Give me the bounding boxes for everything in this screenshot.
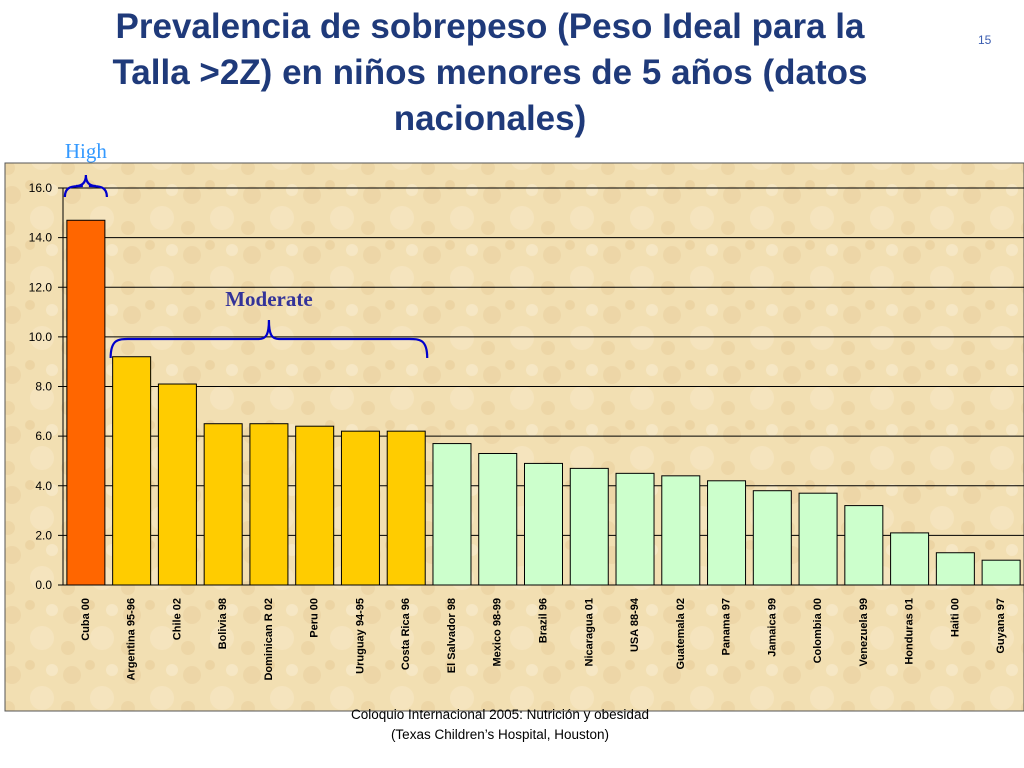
y-tick-label: 16.0 <box>29 181 53 195</box>
x-category-label: Argentina 95-96 <box>126 598 138 681</box>
slide-title: Prevalencia de sobrepeso (Peso Ideal par… <box>20 4 960 142</box>
annotation-label-moderate: Moderate <box>225 287 312 311</box>
bar-low <box>981 559 1021 586</box>
bar-low <box>798 492 838 586</box>
y-tick-labels: 0.0 2.0 4.0 6.0 8.0 10.0 12.0 14.0 16.0 <box>29 181 53 592</box>
title-line-3: nacionales) <box>393 99 587 138</box>
x-category-labels: Cuba 00 Argentina 95-96 Chile 02 Bolivia 98… <box>80 597 1007 680</box>
annotation-brace-high <box>63 174 108 198</box>
y-tick-label: 4.0 <box>35 479 52 493</box>
bar-low <box>707 480 747 586</box>
x-category-label: Venezuela 99 <box>858 598 870 667</box>
bar-low <box>615 472 655 586</box>
x-category-label: Guyana 97 <box>995 598 1007 654</box>
bar-low <box>524 462 563 586</box>
x-category-label: Nicaragua 01 <box>583 598 595 666</box>
y-tick-label: 10.0 <box>29 330 53 344</box>
bar-moderate <box>295 425 335 586</box>
x-category-label: Costa Rica 96 <box>400 598 412 670</box>
x-category-label: Panama 97 <box>721 598 733 655</box>
y-tick-label: 6.0 <box>35 429 52 443</box>
x-category-label: Jamaica 99 <box>766 598 778 657</box>
x-category-label: Uruguay 94-95 <box>354 598 366 674</box>
annotation-label-high: High <box>65 139 108 163</box>
chart-frame <box>4 162 1024 712</box>
bar-low <box>935 552 975 586</box>
bar-moderate <box>249 423 289 586</box>
y-tick-label: 0.0 <box>35 578 52 592</box>
x-category-label: Brazil 96 <box>538 598 550 643</box>
y-tick-label: 14.0 <box>29 231 53 245</box>
x-category-label: Cuba 00 <box>80 598 92 641</box>
axes <box>58 187 1024 586</box>
x-category-label: Bolivia 98 <box>217 598 229 649</box>
x-category-label: Honduras 01 <box>904 598 916 665</box>
footer-line-2: (Texas Children’s Hospital, Houston) <box>390 727 610 742</box>
bar-moderate <box>203 423 243 586</box>
bar-low <box>569 467 609 586</box>
x-category-label: Mexico 98-99 <box>492 598 504 666</box>
y-tick-label: 8.0 <box>35 380 52 394</box>
bar-moderate <box>157 383 197 586</box>
x-category-label: Dominican R 02 <box>263 598 275 681</box>
y-tick-label: 2.0 <box>35 528 52 542</box>
bar-low <box>661 475 701 586</box>
bar-low <box>478 452 518 586</box>
bar-low <box>844 505 884 586</box>
x-category-label: Colombia 00 <box>812 598 824 663</box>
bar-low <box>432 443 472 586</box>
bar-low <box>890 532 930 586</box>
y-tick-label: 12.0 <box>29 280 53 294</box>
x-category-label: Haiti 00 <box>949 598 961 637</box>
x-category-label: USA 88-94 <box>629 597 641 652</box>
x-category-label: El Salvador 98 <box>446 598 458 673</box>
x-category-label: Peru 00 <box>309 598 321 638</box>
x-category-label: Chile 02 <box>171 598 183 640</box>
bar-high <box>66 219 106 586</box>
bar-low <box>752 490 792 586</box>
footer-line-1: Coloquio Internacional 2005: Nutrición y… <box>351 707 649 722</box>
bar-moderate <box>340 430 380 586</box>
x-category-label: Guatemala 02 <box>675 598 687 670</box>
bar-moderate <box>386 430 426 586</box>
title-line-1: Prevalencia de sobrepeso (Peso Ideal par… <box>115 7 865 46</box>
title-line-2: Talla >2Z) en niños menores de 5 años (d… <box>112 53 868 92</box>
annotations: High Moderate <box>63 139 429 359</box>
annotation-brace-moderate <box>109 319 429 359</box>
slide-number: 15 <box>978 33 992 47</box>
bar-moderate <box>112 356 152 586</box>
footer: Coloquio Internacional 2005: Nutrición y… <box>300 705 700 745</box>
